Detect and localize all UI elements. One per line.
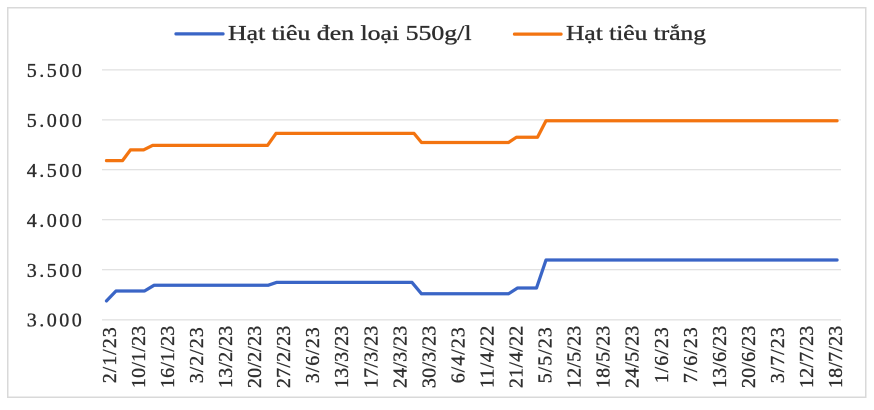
svg-text:2/1/23: 2/1/23	[99, 327, 121, 383]
svg-text:24/5/23: 24/5/23	[622, 326, 644, 388]
svg-text:3.500: 3.500	[27, 260, 82, 282]
svg-text:1/6/23: 1/6/23	[651, 327, 673, 383]
svg-text:18/7/23: 18/7/23	[825, 326, 847, 388]
svg-text:4.500: 4.500	[27, 160, 82, 182]
svg-text:3.000: 3.000	[27, 310, 82, 332]
svg-text:11/4/22: 11/4/22	[477, 326, 499, 388]
svg-text:20/2/23: 20/2/23	[244, 326, 266, 388]
svg-text:16/1/23: 16/1/23	[157, 326, 179, 388]
svg-text:17/3/23: 17/3/23	[360, 326, 382, 388]
svg-text:13/3/23: 13/3/23	[331, 326, 353, 388]
svg-text:5.500: 5.500	[27, 60, 82, 82]
svg-text:4.000: 4.000	[27, 210, 82, 232]
svg-text:24/3/23: 24/3/23	[389, 326, 411, 388]
svg-text:3/6/23: 3/6/23	[302, 327, 324, 383]
svg-text:12/5/23: 12/5/23	[564, 326, 586, 388]
svg-text:6/4/23: 6/4/23	[447, 327, 469, 383]
svg-text:3/7/23: 3/7/23	[767, 327, 789, 383]
svg-text:5/5/23: 5/5/23	[535, 327, 557, 383]
svg-text:5.000: 5.000	[27, 110, 82, 132]
svg-text:10/1/23: 10/1/23	[128, 326, 150, 388]
svg-text:13/6/23: 13/6/23	[709, 326, 731, 388]
svg-text:3/2/23: 3/2/23	[186, 327, 208, 383]
svg-text:13/2/23: 13/2/23	[215, 326, 237, 388]
svg-text:18/5/23: 18/5/23	[593, 326, 615, 388]
svg-text:Hạt tiêu đen loại 550g/l: Hạt tiêu đen loại 550g/l	[228, 21, 472, 45]
svg-text:30/3/23: 30/3/23	[418, 326, 440, 388]
svg-text:27/2/23: 27/2/23	[273, 326, 295, 388]
svg-text:21/4/22: 21/4/22	[506, 326, 528, 388]
svg-text:12/7/23: 12/7/23	[796, 326, 818, 388]
svg-text:Hạt tiêu trắng: Hạt tiêu trắng	[566, 21, 707, 45]
svg-text:7/6/23: 7/6/23	[680, 327, 702, 383]
svg-text:20/6/23: 20/6/23	[738, 326, 760, 388]
